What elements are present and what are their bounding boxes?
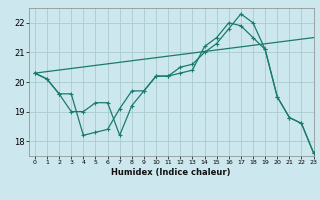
- X-axis label: Humidex (Indice chaleur): Humidex (Indice chaleur): [111, 168, 231, 177]
